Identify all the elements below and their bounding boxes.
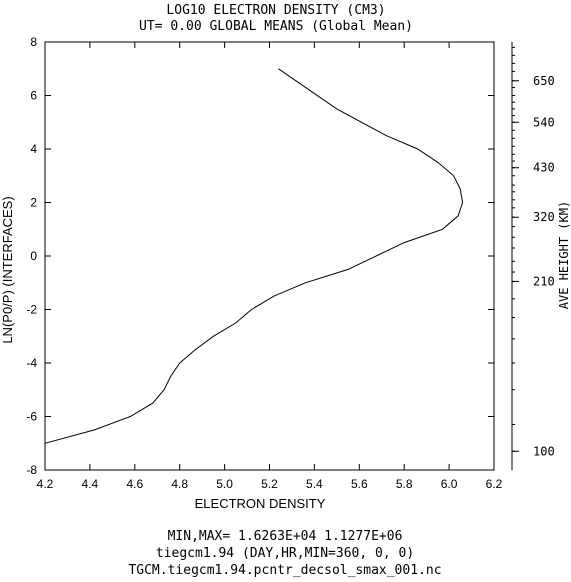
right-axis-ticks: 650 540 430 320 210 100 [512,46,555,458]
x-tick-label: 4.8 [171,477,188,491]
x-tick-label: 4.4 [82,477,99,491]
y-tick-label: -6 [26,410,37,424]
right-tick-label: 320 [533,210,555,224]
x-tick-label: 6.0 [441,477,458,491]
x-tick-label: 5.6 [351,477,368,491]
x-tick-label: 5.8 [396,477,413,491]
y-tick-label: -4 [26,356,37,370]
y-tick-label: 4 [30,142,37,156]
y-tick-label: 8 [30,35,37,49]
right-tick-label: 650 [533,74,555,88]
right-tick-label: 540 [533,115,555,129]
footer-file-name: TGCM.tiegcm1.94.pcntr_decsol_smax_001.nc [128,563,441,578]
x-tick-label: 6.2 [486,477,503,491]
x-tick-label: 4.6 [126,477,143,491]
plot-frame [44,41,495,471]
x-tick-label: 5.2 [261,477,278,491]
x-axis-ticks: 4.2 4.4 4.6 4.8 5.0 5.2 5.4 5.6 5.8 6.0 6.2 [37,42,503,491]
chart-subtitle: UT= 0.00 GLOBAL MEANS (Global Mean) [139,19,413,34]
right-tick-label: 210 [533,274,555,288]
right-tick-label: 430 [533,161,555,175]
footer-min-max: MIN,MAX= 1.6263E+04 1.1277E+06 [168,529,403,544]
footer-model-date: tiegcm1.94 (DAY,HR,MIN=360, 0, 0) [156,546,414,561]
y-axis-label: LN(P0/P) (INTERFACES) [0,196,15,343]
y-tick-label: 2 [30,196,37,210]
y-tick-label: 6 [30,89,37,103]
y-tick-label: -2 [26,303,37,317]
chart-title: LOG10 ELECTRON DENSITY (CM3) [166,3,385,18]
right-tick-label: 100 [533,444,555,458]
electron-density-profile-line [44,68,464,444]
x-tick-label: 4.2 [37,477,54,491]
y-tick-label: 0 [30,249,37,263]
x-tick-label: 5.0 [216,477,233,491]
y-tick-label: -8 [26,463,37,477]
x-tick-label: 5.4 [306,477,323,491]
y-axis-ticks: -8 -6 -4 -2 0 2 4 6 8 [26,35,494,477]
right-axis-label: AVE HEIGHT (KM) [557,201,571,309]
x-axis-label: ELECTRON DENSITY [195,496,326,511]
